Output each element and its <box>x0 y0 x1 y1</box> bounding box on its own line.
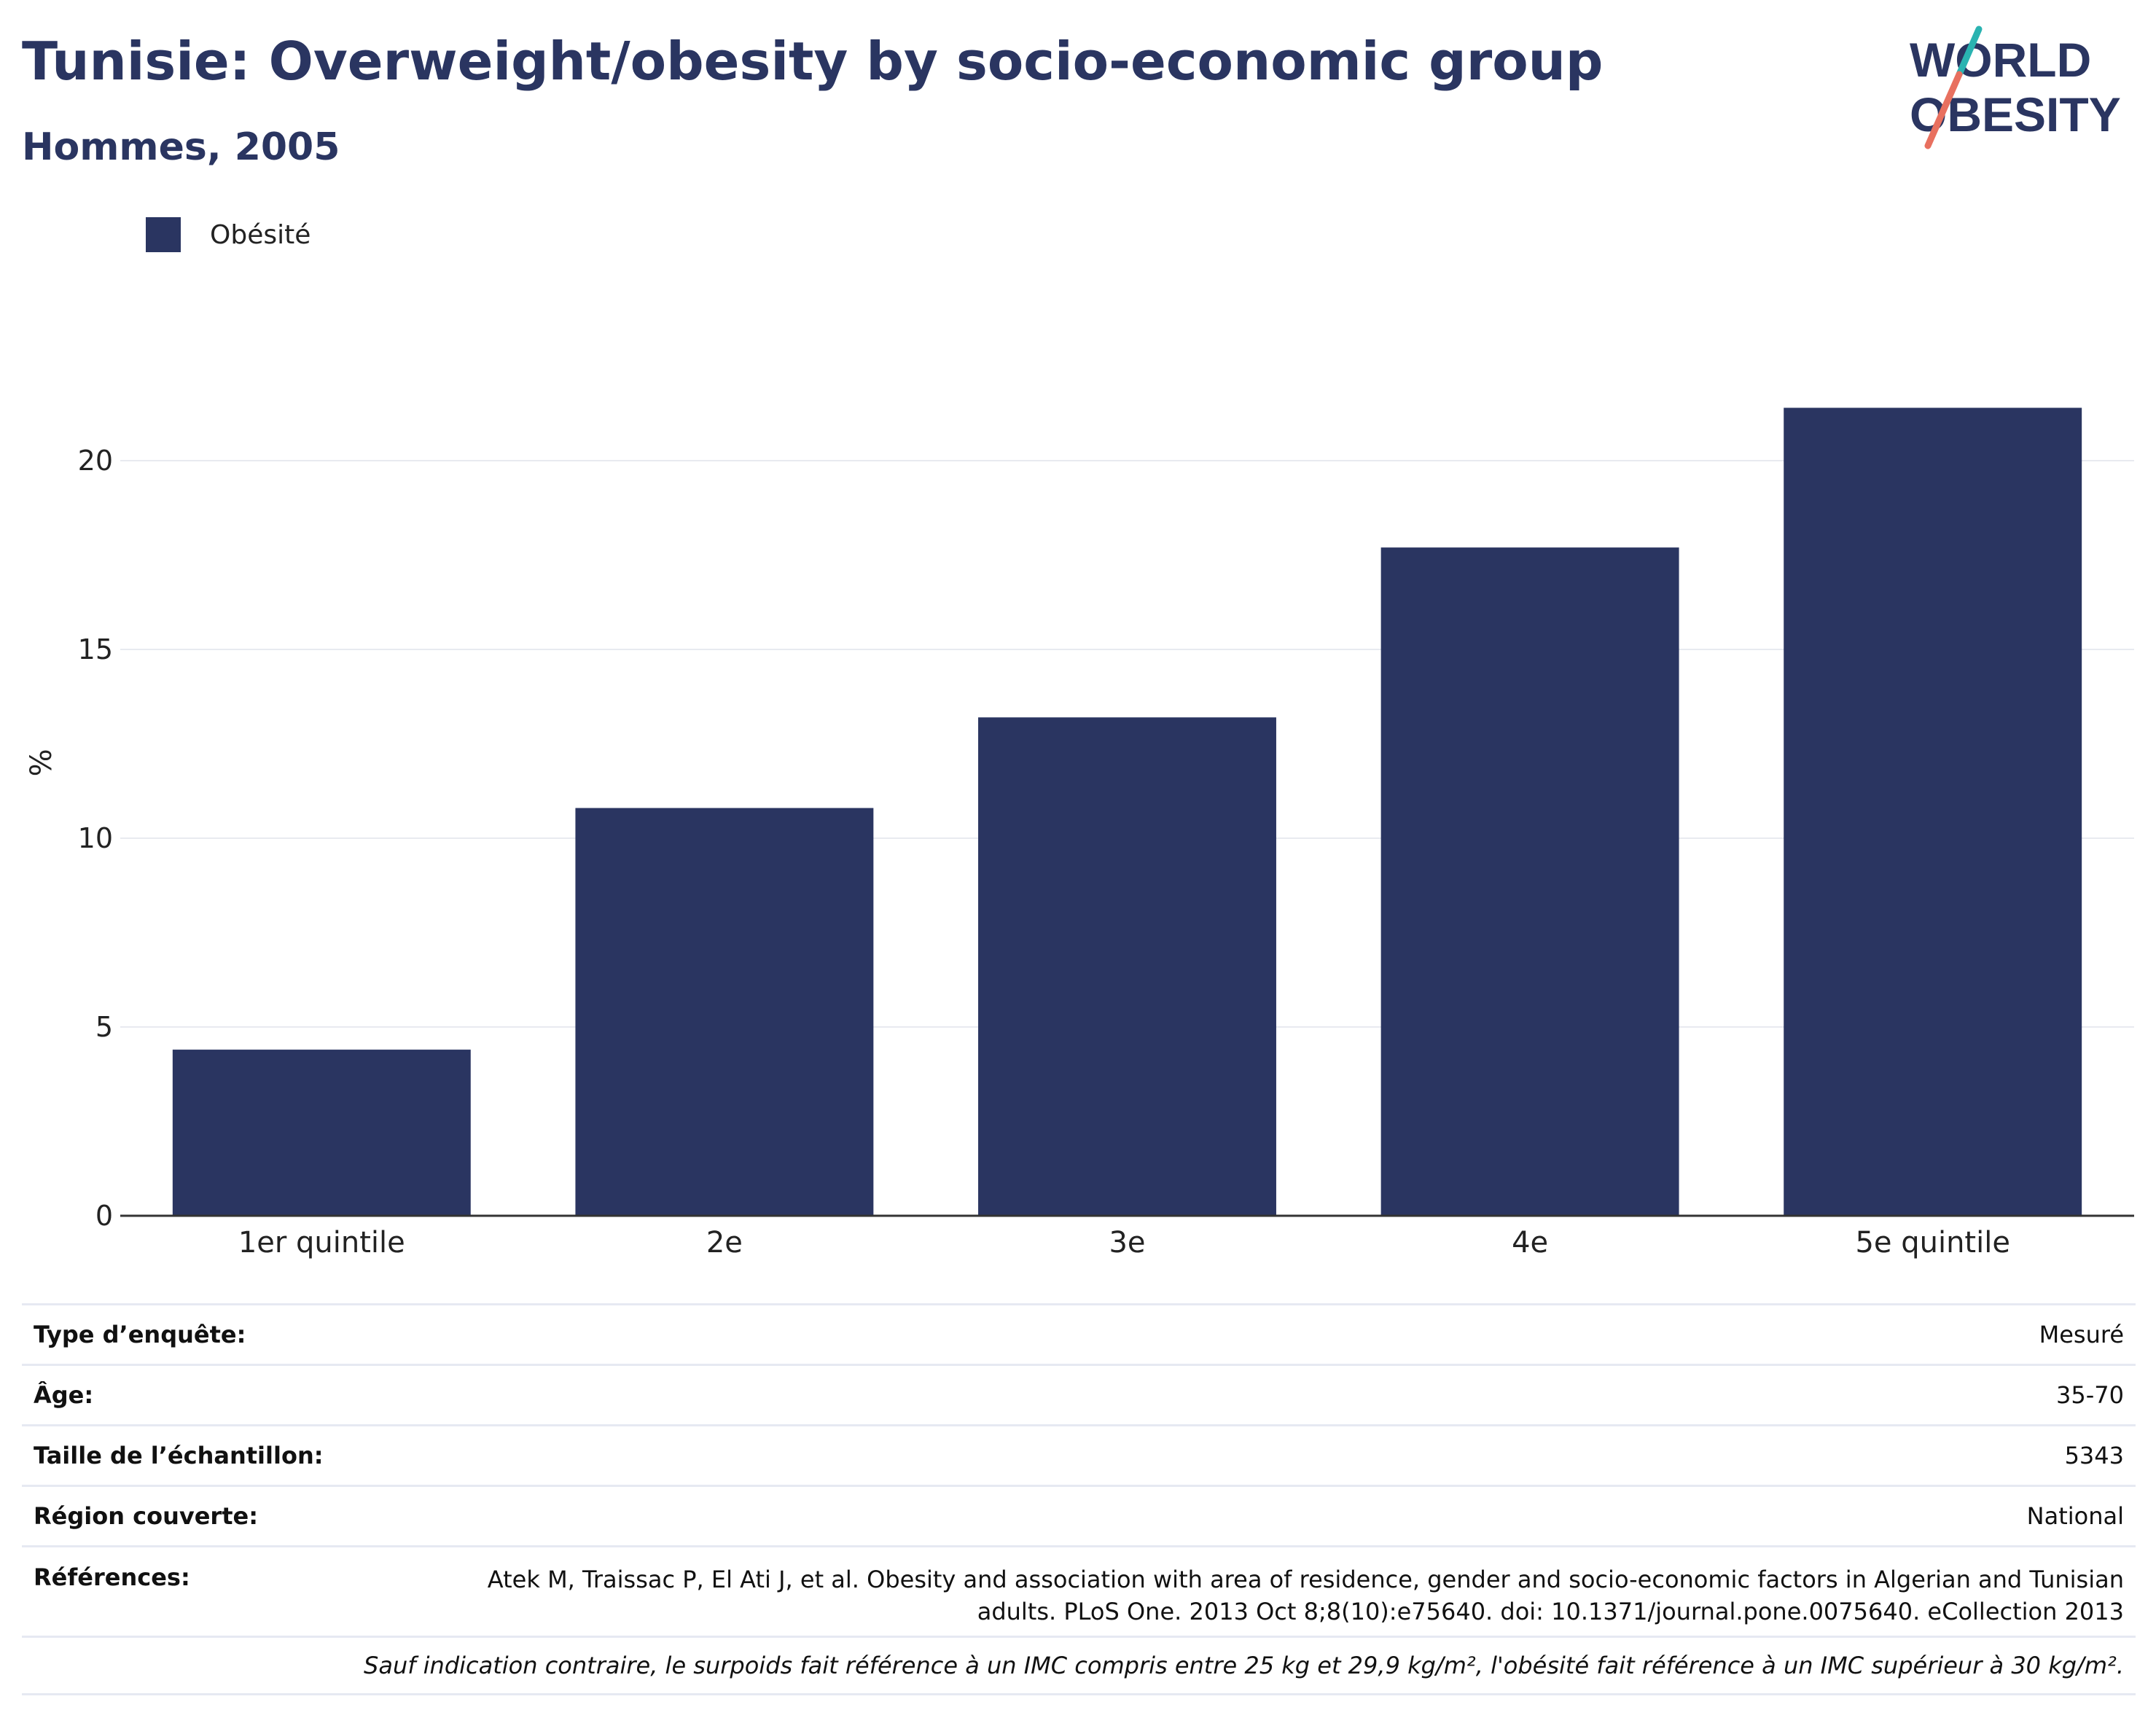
survey-type-label: Type d’enquête: <box>34 1321 246 1348</box>
survey-type-value: Mesuré <box>2039 1321 2124 1348</box>
info-row-age: Âge: 35-70 <box>22 1364 2136 1424</box>
x-tick-label: 5e quintile <box>1855 1226 2010 1260</box>
x-tick-label: 1er quintile <box>238 1226 405 1260</box>
references-value: Atek M, Traissac P, El Ati J, et al. Obe… <box>487 1566 2124 1625</box>
x-tick-label: 4e <box>1512 1226 1548 1260</box>
references-label: Références: <box>34 1563 190 1591</box>
legend-swatch-obesite <box>146 217 181 252</box>
region-value: National <box>2026 1502 2124 1530</box>
chart-subtitle: Hommes, 2005 <box>22 125 340 169</box>
sample-value: 5343 <box>2064 1442 2124 1469</box>
x-tick-label: 2e <box>706 1226 743 1260</box>
svg-text:WORLD: WORLD <box>1910 33 2091 87</box>
y-tick-label: 5 <box>95 1011 113 1043</box>
info-table: Type d’enquête: Mesuré Âge: 35-70 Taille… <box>22 1303 2136 1695</box>
info-row-region: Région couverte: National <box>22 1485 2136 1545</box>
info-row-sample: Taille de l’échantillon: 5343 <box>22 1424 2136 1485</box>
bar-1 <box>172 1050 471 1216</box>
x-tick-label: 3e <box>1109 1226 1145 1260</box>
bar-4 <box>1380 547 1679 1216</box>
sample-label: Taille de l’échantillon: <box>34 1442 324 1469</box>
bmi-note: Sauf indication contraire, le surpoids f… <box>364 1652 2124 1679</box>
y-tick-label: 15 <box>78 633 113 665</box>
y-tick-label: 20 <box>78 445 113 477</box>
bar-5 <box>1784 407 2082 1216</box>
info-row-note: Sauf indication contraire, le surpoids f… <box>22 1636 2136 1695</box>
bar-2 <box>575 808 874 1216</box>
legend: Obésité <box>146 217 310 252</box>
region-label: Région couverte: <box>34 1502 258 1530</box>
bar-chart: 0 5 10 15 20% 1er quintile 2e 3e 4e 5e quintile <box>25 407 2134 1260</box>
y-tick-label: 10 <box>78 822 113 854</box>
y-tick-label: 0 <box>95 1200 113 1232</box>
info-row-references: Références: Atek M, Traissac P, El Ati J… <box>22 1545 2136 1636</box>
bar-3 <box>978 717 1276 1216</box>
world-obesity-logo: WORLD OBESITY <box>1910 26 2121 149</box>
legend-label-obesite: Obésité <box>210 219 311 250</box>
info-row-survey-type: Type d’enquête: Mesuré <box>22 1303 2136 1364</box>
age-value: 35-70 <box>2056 1381 2124 1409</box>
y-axis-label: % <box>25 749 58 776</box>
chart-title: Tunisie: Overweight/obesity by socio-eco… <box>22 31 1604 92</box>
age-label: Âge: <box>34 1381 94 1409</box>
